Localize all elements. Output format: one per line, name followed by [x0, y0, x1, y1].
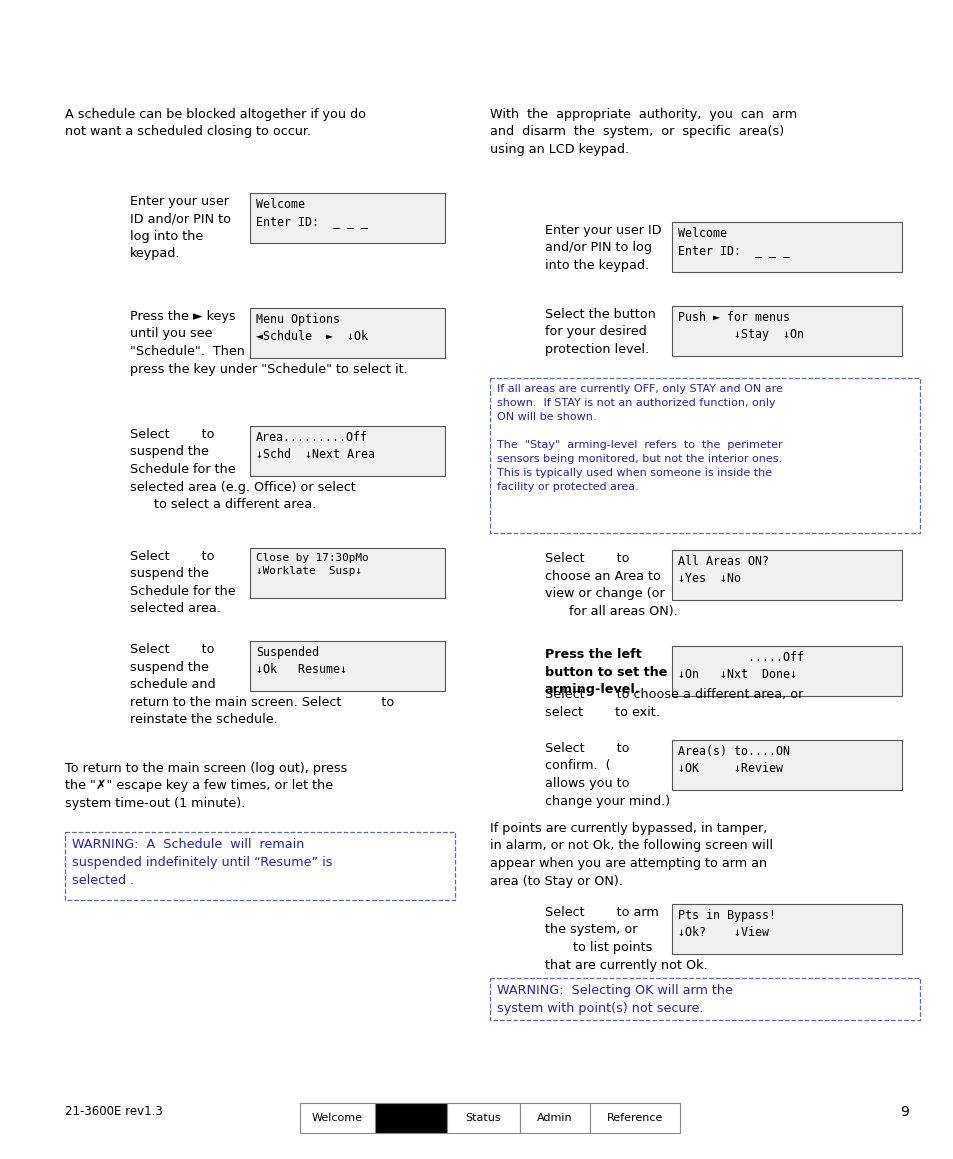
Text: If points are currently bypassed, in tamper,
in alarm, or not Ok, the following : If points are currently bypassed, in tam…: [490, 822, 772, 888]
Bar: [671, 904, 901, 954]
Text: Admin: Admin: [537, 1113, 572, 1123]
Text: Area.........Off
↓Schd  ↓Next Area: Area.........Off ↓Schd ↓Next Area: [255, 431, 375, 461]
Bar: [490, 978, 919, 1020]
Bar: [589, 1103, 679, 1134]
Text: Reference: Reference: [606, 1113, 662, 1123]
Text: Suspended
↓Ok   Resume↓: Suspended ↓Ok Resume↓: [255, 646, 347, 676]
Text: To return to the main screen (log out), press
the "✗" escape key a few times, or: To return to the main screen (log out), …: [65, 761, 347, 810]
Text: Close by 17:30pMo
↓Worklate  Susp↓: Close by 17:30pMo ↓Worklate Susp↓: [255, 553, 368, 576]
Text: Press the left
button to set the
arming-level.: Press the left button to set the arming-…: [544, 648, 667, 697]
Bar: [250, 641, 444, 691]
Text: Status: Status: [465, 1113, 500, 1123]
Bar: [671, 551, 901, 600]
Text: Pts in Bypass!
↓Ok?    ↓View: Pts in Bypass! ↓Ok? ↓View: [678, 909, 775, 939]
Text: WARNING:  Selecting OK will arm the
system with point(s) not secure.: WARNING: Selecting OK will arm the syste…: [497, 984, 732, 1015]
Bar: [519, 1103, 589, 1134]
Text: With  the  appropriate  authority,  you  can  arm
and  disarm  the  system,  or : With the appropriate authority, you can …: [490, 108, 797, 156]
Text: Welcome
Enter ID:  _ _ _: Welcome Enter ID: _ _ _: [678, 227, 789, 257]
Text: Enter your user
ID and/or PIN to
log into the
keypad.: Enter your user ID and/or PIN to log int…: [130, 195, 231, 261]
Text: Press the ► keys
until you see
"Schedule".  Then
press the key under "Schedule" : Press the ► keys until you see "Schedule…: [130, 309, 407, 376]
Bar: [671, 739, 901, 790]
Text: Select        to
confirm.  (
allows you to
change your mind.): Select to confirm. ( allows you to chang…: [544, 742, 669, 808]
Text: .....Off
↓On   ↓Nxt  Done↓: .....Off ↓On ↓Nxt Done↓: [678, 651, 803, 681]
Text: Select        to
choose an Area to
view or change (or
      for all areas ON).: Select to choose an Area to view or chan…: [544, 552, 677, 618]
Bar: [490, 378, 919, 533]
Bar: [375, 1103, 447, 1134]
Bar: [447, 1103, 519, 1134]
Bar: [671, 223, 901, 272]
Text: Select        to choose a different area, or
select        to exit.: Select to choose a different area, or se…: [544, 688, 802, 719]
Text: WARNING:  A  Schedule  will  remain
suspended indefinitely until “Resume” is
sel: WARNING: A Schedule will remain suspende…: [71, 838, 333, 887]
Bar: [671, 306, 901, 356]
Bar: [250, 548, 444, 598]
Text: All Areas ON?
↓Yes  ↓No: All Areas ON? ↓Yes ↓No: [678, 555, 768, 585]
Text: Area(s) to....ON
↓OK     ↓Review: Area(s) to....ON ↓OK ↓Review: [678, 745, 789, 775]
Bar: [250, 194, 444, 243]
Text: 9: 9: [899, 1105, 908, 1118]
Text: Select        to
suspend the
schedule and
return to the main screen. Select     : Select to suspend the schedule and retur…: [130, 643, 394, 726]
Text: Push ► for menus
        ↓Stay  ↓On: Push ► for menus ↓Stay ↓On: [678, 311, 803, 341]
Text: Welcome
Enter ID:  _ _ _: Welcome Enter ID: _ _ _: [255, 198, 368, 228]
Text: Select        to
suspend the
Schedule for the
selected area (e.g. Office) or sel: Select to suspend the Schedule for the s…: [130, 428, 355, 511]
Text: Select the button
for your desired
protection level.: Select the button for your desired prote…: [544, 308, 655, 356]
Bar: [65, 832, 455, 901]
Text: Enter your user ID
and/or PIN to log
into the keypad.: Enter your user ID and/or PIN to log int…: [544, 224, 661, 272]
Text: If all areas are currently OFF, only STAY and ON are
shown.  If STAY is not an a: If all areas are currently OFF, only STA…: [497, 384, 782, 493]
Text: Menu Options
◄Schdule  ►  ↓Ok: Menu Options ◄Schdule ► ↓Ok: [255, 313, 368, 343]
Bar: [299, 1103, 375, 1134]
Text: Select        to
suspend the
Schedule for the
selected area.: Select to suspend the Schedule for the s…: [130, 551, 235, 615]
Bar: [250, 427, 444, 476]
Text: Welcome: Welcome: [312, 1113, 363, 1123]
Text: 21-3600E rev1.3: 21-3600E rev1.3: [65, 1105, 163, 1118]
Bar: [671, 646, 901, 697]
Text: A schedule can be blocked altogether if you do
not want a scheduled closing to o: A schedule can be blocked altogether if …: [65, 108, 366, 138]
Text: Select        to arm
the system, or
       to list points
that are currently not: Select to arm the system, or to list poi…: [544, 906, 707, 971]
Bar: [250, 308, 444, 358]
